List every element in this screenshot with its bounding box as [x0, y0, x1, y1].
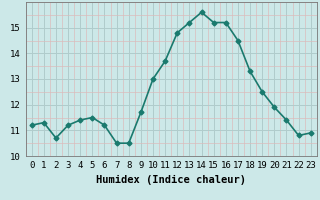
X-axis label: Humidex (Indice chaleur): Humidex (Indice chaleur): [96, 175, 246, 185]
